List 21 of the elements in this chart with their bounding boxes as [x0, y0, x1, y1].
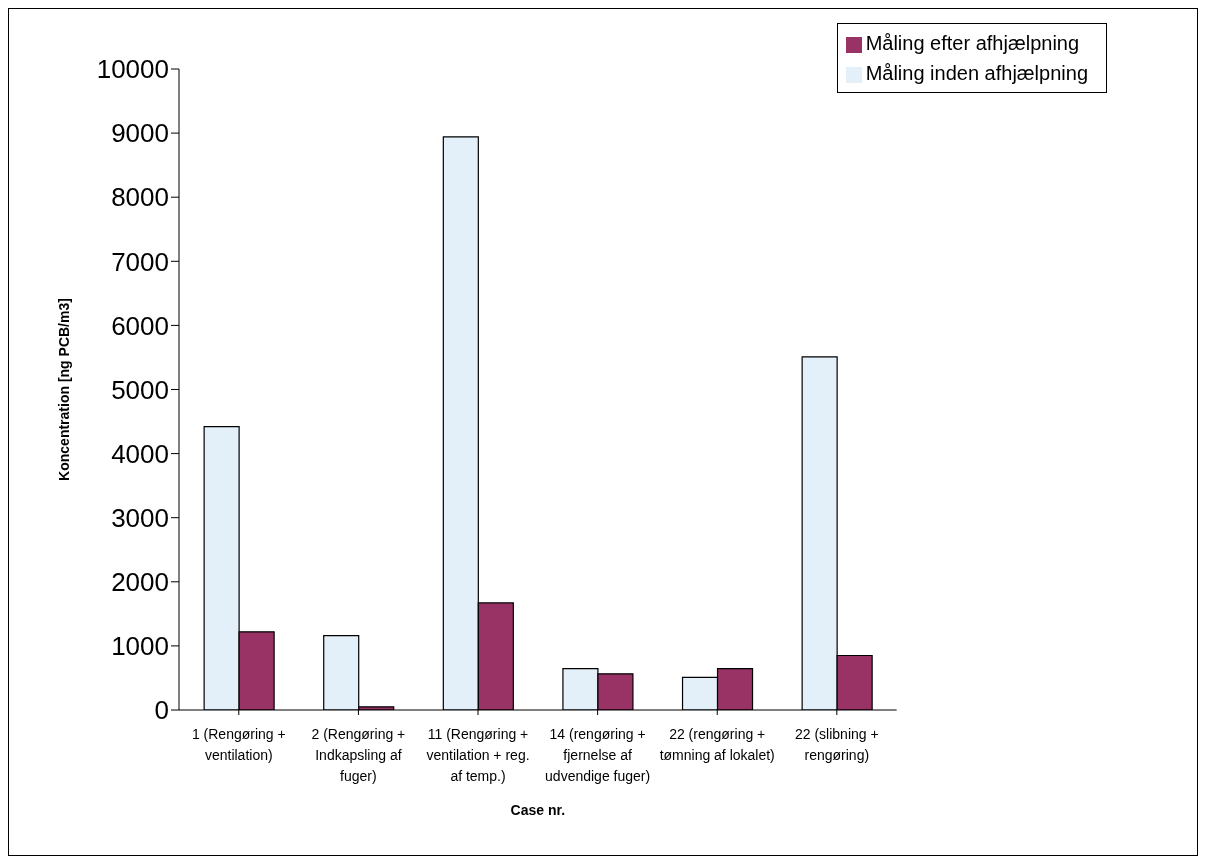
- legend-label: Måling efter afhjælpning: [865, 32, 1080, 54]
- y-tick-label: 3000: [111, 502, 169, 533]
- x-tick-label: 11 (Rengøring + ventilation + reg. af temp.): [426, 726, 530, 784]
- x-axis-title: Case nr.: [510, 802, 566, 818]
- x-tick-label: 22 (slibning + rengøring): [794, 726, 879, 763]
- y-tick-label: 8000: [111, 182, 169, 213]
- y-tick-label: 2000: [111, 567, 169, 598]
- y-tick-label: 7000: [111, 246, 169, 277]
- x-tick-label: 1 (Rengøring + ventilation): [191, 726, 286, 763]
- y-tick-label: 1000: [111, 631, 169, 662]
- y-axis-title: Koncentration [ng PCB/m3]: [55, 298, 72, 481]
- y-tick-label: 9000: [111, 118, 169, 149]
- legend-label: Måling inden afhjælpning: [865, 62, 1088, 84]
- y-tick-label: 6000: [111, 310, 169, 341]
- x-tick-label: 22 (rengøring + tømning af lokalet): [659, 726, 775, 763]
- y-tick-label: 5000: [111, 374, 169, 405]
- y-tick-label: 4000: [111, 438, 169, 469]
- x-tick-label: 14 (rengøring + fjernelse af udvendige fuger): [545, 726, 651, 784]
- y-tick-label: 0: [154, 695, 169, 726]
- y-tick-label: 10000: [96, 54, 169, 85]
- x-tick-label: 2 (Rengøring + Indkapsling af fuger): [311, 726, 406, 784]
